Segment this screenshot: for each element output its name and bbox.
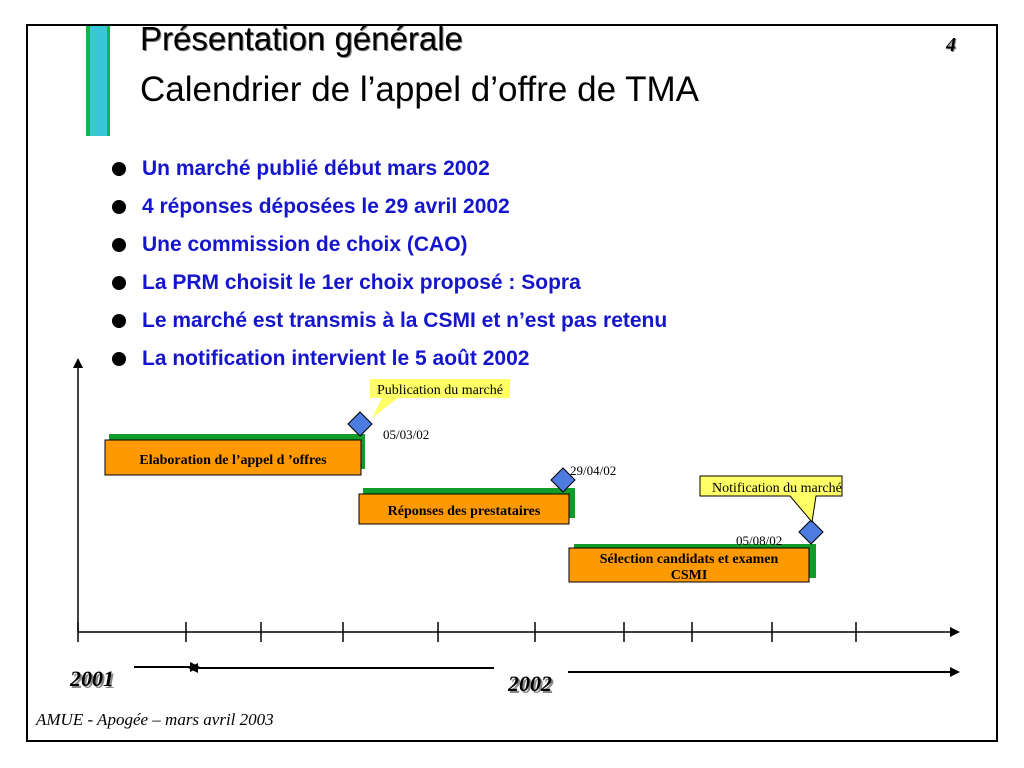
task-bar-body: [104, 439, 362, 476]
callout-bubble: [699, 475, 843, 524]
bullet-item: 4 réponses déposées le 29 avril 2002: [112, 188, 667, 226]
page-number: 4: [946, 34, 956, 56]
callout-text: Publication du marché: [377, 383, 503, 398]
bullet-dot-icon: [112, 352, 126, 366]
task-bar-body: [358, 493, 570, 525]
bullet-text: La PRM choisit le 1er choix proposé : So…: [142, 271, 581, 294]
axis-ticks: [77, 622, 857, 642]
callout-notification: Notification du marché: [699, 475, 843, 524]
task-label-line2: CSMI: [671, 568, 708, 583]
task-label-line1: Sélection candidats et examen: [600, 552, 779, 567]
title-accent-bar: [86, 26, 110, 136]
bullet-list: Un marché publié début mars 2002 4 répon…: [112, 150, 667, 378]
milestone-diamond: [347, 411, 373, 437]
milestone-date: 05/08/02: [736, 533, 782, 548]
year-label-2002: 2002: [507, 671, 552, 696]
slide-frame: [26, 24, 998, 742]
task-bar: Elaboration de l’appel d ’offres: [104, 434, 365, 476]
callout-publication: Publication du marché: [370, 379, 510, 418]
bullet-text: Un marché publié début mars 2002: [142, 157, 490, 180]
bullet-dot-icon: [112, 314, 126, 328]
bullet-item: Le marché est transmis à la CSMI et n’es…: [112, 302, 667, 340]
bullet-dot-icon: [112, 200, 126, 214]
task-bar: Réponses des prestataires: [358, 488, 575, 525]
bullet-dot-icon: [112, 162, 126, 176]
milestone-diamond: [798, 519, 824, 545]
task-bar: Sélection candidats et examen CSMI: [568, 544, 816, 583]
task-label: Réponses des prestataires: [388, 504, 541, 519]
milestone-date: 29/04/02: [570, 463, 616, 478]
bullet-item: La PRM choisit le 1er choix proposé : So…: [112, 264, 667, 302]
bullet-text: La notification intervient le 5 août 200…: [142, 347, 530, 370]
slide-title: Présentation générale: [140, 20, 463, 57]
year-label-shadow: 2002: [509, 673, 554, 698]
bullet-item: La notification intervient le 5 août 200…: [112, 340, 667, 378]
bullet-dot-icon: [112, 238, 126, 252]
bullet-item: Un marché publié début mars 2002: [112, 150, 667, 188]
year-label-shadow: 2001: [71, 668, 116, 693]
bullet-text: 4 réponses déposées le 29 avril 2002: [142, 195, 510, 218]
year-label-2001: 2001: [69, 666, 114, 691]
footer-text: AMUE - Apogée – mars avril 2003: [36, 710, 274, 729]
task-bar-body: [568, 547, 810, 583]
bullet-dot-icon: [112, 276, 126, 290]
milestone-date: 05/03/02: [383, 427, 429, 442]
bullet-text: Le marché est transmis à la CSMI et n’es…: [142, 309, 668, 332]
callout-text: Notification du marché: [712, 481, 842, 496]
milestone-diamond: [550, 467, 576, 493]
bullet-item: Une commission de choix (CAO): [112, 226, 667, 264]
bullet-text: Une commission de choix (CAO): [142, 233, 468, 256]
slide-subtitle: Calendrier de l’appel d’offre de TMA: [140, 70, 700, 109]
task-label: Elaboration de l’appel d ’offres: [139, 453, 327, 468]
callout-bubble: [370, 379, 510, 418]
